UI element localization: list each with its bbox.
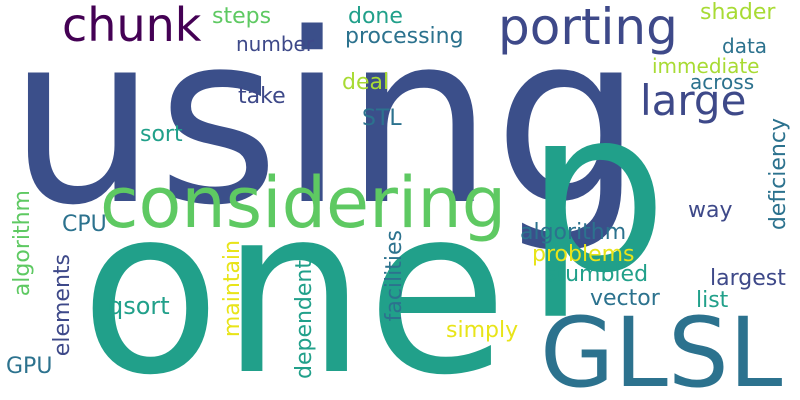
word-across: across	[690, 70, 755, 94]
word-facilities: facilities	[382, 230, 407, 322]
word-porting: porting	[498, 0, 678, 56]
word-processing: processing	[345, 24, 464, 49]
word-chunk: chunk	[62, 0, 202, 52]
word-p: p	[525, 61, 668, 323]
word-maintain: maintain	[220, 240, 245, 338]
word-deal: deal	[342, 70, 390, 95]
word-dependent: dependent	[292, 260, 317, 380]
word-glsl: GLSL	[540, 297, 783, 400]
word-take: take	[238, 84, 286, 109]
word-considering: considering	[100, 162, 507, 244]
word-steps: steps	[212, 4, 272, 29]
word-cpu: CPU	[62, 212, 107, 237]
word-using: using	[8, 0, 643, 257]
word-problems: algorithm	[520, 220, 627, 245]
word-largest: stumbled	[545, 262, 649, 287]
word-one: one	[80, 159, 508, 400]
word-shader: shader	[700, 0, 776, 25]
word-deficiency: deficiency	[766, 118, 791, 231]
word-stumbled: problems	[532, 242, 635, 267]
word-large: large	[640, 76, 747, 125]
word-simply: simply	[446, 318, 519, 343]
word-data: data	[722, 34, 768, 58]
word-done: done	[348, 4, 403, 29]
word-needs: list	[696, 288, 729, 313]
word-elements: elements	[50, 254, 75, 357]
word-list: vector	[590, 286, 660, 311]
word-qsort: qsort	[108, 292, 170, 320]
word-sort: sort	[140, 122, 183, 147]
word-algorithm: algorithm	[10, 190, 35, 297]
word-gpu: GPU	[6, 354, 53, 379]
word-way: way	[688, 198, 733, 223]
word-immediate: immediate	[652, 54, 760, 78]
word-stl: STL	[362, 106, 402, 131]
word-vector: largest	[710, 266, 786, 291]
word-number: number	[236, 32, 315, 56]
